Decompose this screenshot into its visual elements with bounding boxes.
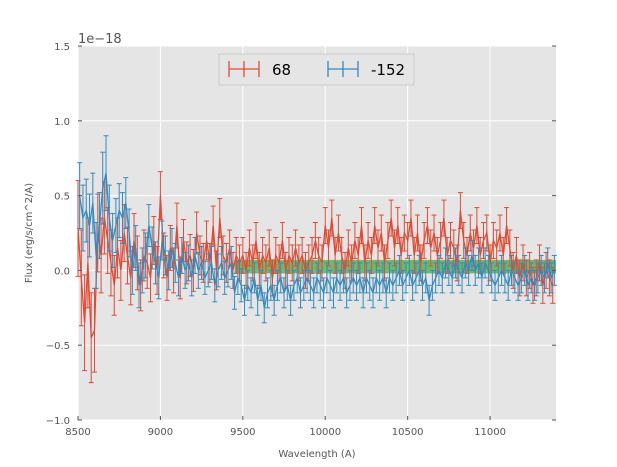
- x-axis-label: Wavelength (A): [278, 449, 355, 460]
- y-axis-label: Flux (erg/s/cm^2/A): [24, 183, 35, 283]
- x-tick-label: 9500: [230, 427, 255, 438]
- legend-label-neg152: -152: [371, 61, 405, 79]
- y-tick-label: 0.5: [54, 192, 70, 203]
- y-tick-label: 1.0: [54, 117, 70, 128]
- legend: 68 -152: [218, 53, 415, 86]
- x-tick-label: 11000: [474, 427, 506, 438]
- y-tick-label: 0.0: [54, 266, 70, 277]
- legend-label-68: 68: [272, 61, 291, 79]
- y-scale-offset: 1e−18: [78, 32, 122, 47]
- ticks: 8500 9000 9500 10000 10500 11000 −1.0 −0.5 0.0 0.…: [46, 42, 556, 438]
- y-tick-label: −1.0: [46, 416, 70, 427]
- y-tick-label: −0.5: [46, 341, 70, 352]
- legend-entry-68: 68: [228, 61, 291, 79]
- series-line: [78, 173, 555, 308]
- x-tick-label: 8500: [65, 427, 90, 438]
- x-tick-label: 10500: [392, 427, 424, 438]
- x-tick-label: 10000: [309, 427, 341, 438]
- x-tick-label: 9000: [148, 427, 173, 438]
- y-tick-label: 1.5: [54, 42, 70, 53]
- legend-entry-neg152: -152: [327, 61, 405, 79]
